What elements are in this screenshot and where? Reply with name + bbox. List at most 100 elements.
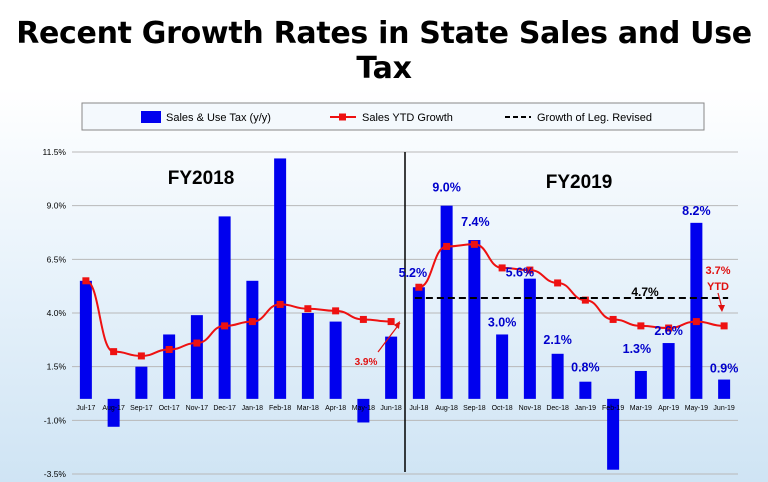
x-tick-label: Aug-18 [435, 405, 458, 412]
data-label: 0.9% [710, 362, 739, 376]
data-label: 2.1% [543, 333, 572, 347]
legend-box [81, 102, 705, 131]
bar [412, 287, 425, 399]
y-tick-label: 4.0% [47, 308, 67, 318]
annotation-ytd-label: YTD [707, 281, 729, 293]
ytd-marker [359, 315, 367, 323]
ytd-marker [609, 315, 617, 323]
bar [135, 366, 148, 399]
bar [246, 280, 259, 399]
x-tick-label: Feb-19 [602, 405, 624, 412]
bar [274, 158, 287, 399]
x-tick-label: Feb-18 [269, 405, 291, 412]
legend-label: Sales YTD Growth [362, 112, 453, 124]
bar [440, 205, 453, 399]
ytd-marker [165, 345, 173, 353]
x-tick-label: Jul-18 [409, 405, 428, 412]
legend-swatch-marker [339, 113, 346, 121]
ytd-marker [637, 322, 645, 330]
bar [385, 336, 398, 399]
x-tick-label: Nov-17 [186, 405, 209, 412]
period-label-fy2018: FY2018 [168, 168, 235, 189]
bar [468, 240, 481, 399]
x-tick-label: Jun-18 [380, 405, 402, 412]
x-tick-label: Jun-19 [713, 405, 735, 412]
x-tick-label: Dec-18 [546, 405, 569, 412]
bar [607, 398, 620, 470]
bar [634, 370, 647, 399]
data-label: 9.0% [432, 181, 461, 195]
legend-label: Sales & Use Tax (y/y) [166, 112, 271, 124]
x-tick-label: Jan-19 [575, 405, 597, 412]
ytd-marker [470, 240, 478, 248]
annotation-arrowhead [718, 305, 725, 312]
ytd-marker [498, 264, 506, 272]
annotation-fy2019-ytd: 3.7% [705, 265, 730, 277]
ytd-marker [332, 307, 340, 315]
bar [190, 315, 203, 399]
x-tick-label: Jul-17 [76, 405, 95, 412]
ytd-marker [248, 318, 256, 326]
bar [718, 379, 731, 399]
y-tick-label: 6.5% [47, 254, 67, 264]
annotation-arrow [377, 322, 401, 353]
annotation-leg-revised: 4.7% [631, 285, 659, 299]
period-label-fy2019: FY2019 [546, 172, 613, 193]
x-tick-label: Apr-18 [325, 405, 346, 412]
y-tick-label: 9.0% [47, 201, 67, 211]
bar [79, 280, 92, 399]
ytd-marker [665, 324, 673, 332]
ytd-marker [443, 242, 451, 250]
ytd-marker [554, 279, 562, 287]
y-tick-label: -1.0% [44, 415, 67, 425]
x-tick-label: Dec-17 [213, 405, 236, 412]
data-label: 3.0% [488, 315, 517, 329]
data-label: 2.6% [654, 324, 683, 338]
ytd-marker [720, 322, 728, 330]
ytd-marker [82, 277, 90, 285]
ytd-marker [415, 283, 423, 291]
ytd-marker [110, 348, 118, 356]
bar [357, 398, 370, 423]
bar [496, 334, 509, 399]
x-tick-label: Oct-18 [492, 405, 513, 412]
x-tick-label: May-18 [352, 405, 375, 412]
annotation-fy2018-ytd: 3.9% [355, 357, 378, 368]
legend-swatch-bar [141, 111, 161, 123]
ytd-growth-line [418, 243, 725, 330]
ytd-marker [137, 352, 145, 360]
bar [551, 353, 564, 399]
y-tick-label: 1.5% [47, 362, 67, 372]
bar [523, 278, 536, 399]
ytd-marker [304, 305, 312, 313]
legend-label: Growth of Leg. Revised [537, 112, 652, 124]
ytd-marker [692, 318, 700, 326]
data-label: 7.4% [461, 215, 490, 229]
x-tick-label: May-19 [685, 405, 708, 412]
bar [329, 321, 342, 399]
x-tick-label: Oct-17 [159, 405, 180, 412]
data-label: 0.8% [571, 361, 600, 375]
ytd-marker [581, 296, 589, 304]
chart-title: Recent Growth Rates in State Sales and U… [16, 16, 752, 86]
x-tick-label: Nov-18 [519, 405, 542, 412]
data-label: 1.3% [623, 342, 652, 356]
bar [690, 222, 703, 399]
data-label: 5.2% [399, 266, 428, 280]
x-tick-label: Mar-19 [630, 405, 652, 412]
ytd-marker [193, 339, 201, 347]
bar [163, 334, 176, 399]
data-label: 8.2% [682, 204, 711, 218]
x-tick-label: Mar-18 [297, 405, 319, 412]
x-tick-label: Jan-18 [242, 405, 264, 412]
x-tick-label: Sep-18 [463, 405, 486, 412]
ytd-marker [526, 266, 534, 274]
x-tick-label: Apr-19 [658, 405, 679, 412]
bar [662, 343, 675, 399]
ytd-marker [276, 300, 284, 308]
bar [107, 398, 120, 427]
ytd-marker [387, 318, 395, 326]
x-tick-label: Sep-17 [130, 405, 153, 412]
bar [218, 216, 231, 399]
